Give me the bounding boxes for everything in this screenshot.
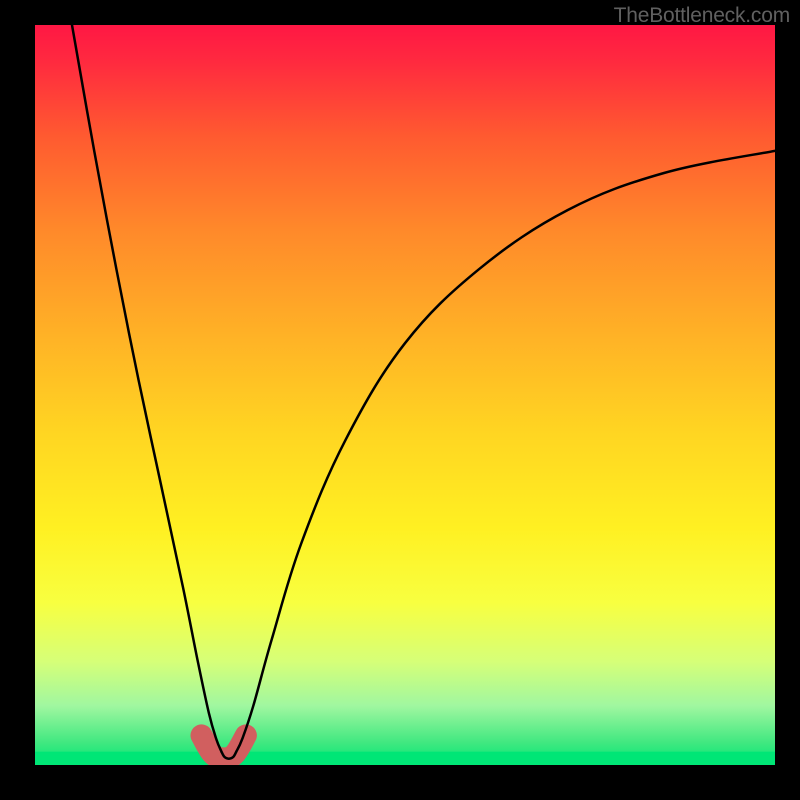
bottleneck-chart [35,25,775,765]
gradient-background [35,25,775,765]
bottom-green-band [35,752,775,765]
